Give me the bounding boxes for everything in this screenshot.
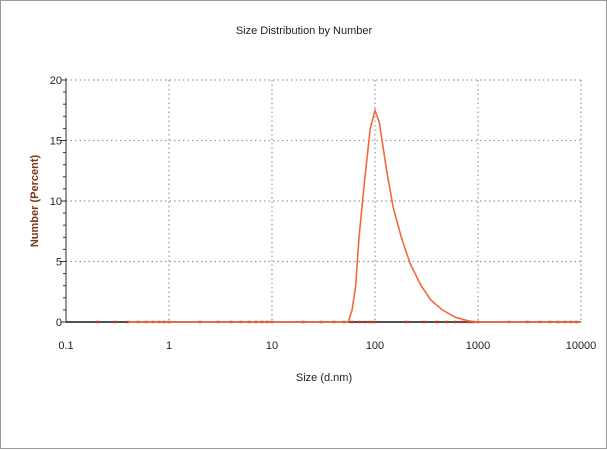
chart-title: Size Distribution by Number — [236, 25, 373, 37]
x-tick-label: 10 — [266, 340, 278, 352]
x-tick-label: 1000 — [466, 340, 490, 352]
x-tick-label: 100 — [366, 340, 384, 352]
axes — [65, 78, 581, 323]
y-tick-label: 20 — [50, 75, 62, 87]
x-tick-label: 1 — [166, 340, 172, 352]
x-ticks: 0.1 1 10 100 1000 10000 — [58, 340, 596, 352]
grid — [65, 79, 582, 323]
x-axis-label: Size (d.nm) — [296, 372, 352, 384]
x-tick-label: 10000 — [566, 340, 597, 352]
y-tick-label: 0 — [56, 317, 62, 329]
x-tick-label: 0.1 — [58, 340, 73, 352]
y-tick-label: 10 — [50, 196, 62, 208]
series-line — [128, 107, 581, 323]
y-tick-label: 15 — [50, 136, 62, 148]
y-axis-label: Number (Percent) — [29, 155, 41, 248]
y-ticks: 0 5 10 15 20 — [50, 75, 66, 329]
y-tick-label: 5 — [56, 257, 62, 269]
